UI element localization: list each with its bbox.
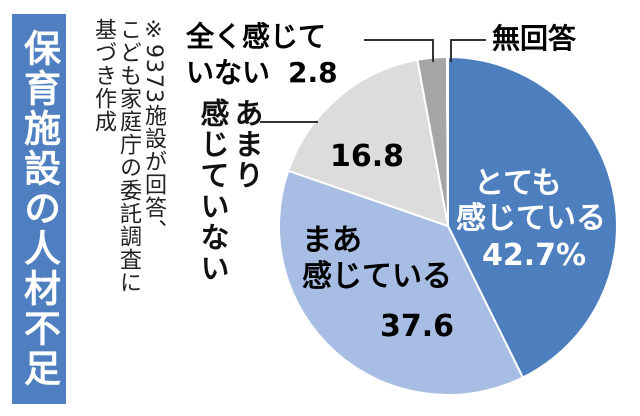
value-totemo: 42.7% bbox=[482, 238, 586, 273]
value-maa: 37.6 bbox=[380, 309, 454, 344]
value-mattaku: 2.8 bbox=[288, 56, 338, 89]
label-mattaku-line1: 全く感じて bbox=[185, 20, 326, 53]
slice-mukaito bbox=[445, 55, 449, 227]
label-amari-line1: あまり bbox=[230, 98, 264, 191]
label-mattaku-line2: いない bbox=[186, 56, 270, 89]
source-note-line-2: こども家庭庁の委託調査に bbox=[116, 18, 141, 294]
source-note-line-3: 基づき作成 bbox=[91, 18, 116, 133]
label-maa-line1: まあ bbox=[302, 223, 362, 258]
slice-maa bbox=[278, 169, 525, 396]
chart-title: 保育施設の人材不足 bbox=[17, 29, 61, 389]
value-amari: 16.8 bbox=[330, 139, 404, 174]
label-totemo-line2: 感じている bbox=[456, 201, 606, 236]
label-maa-line2: 感じている bbox=[302, 259, 452, 294]
slice-totemo bbox=[447, 55, 618, 379]
chart-title-box: 保育施設の人材不足 bbox=[12, 14, 66, 404]
source-note-line-1: ※9373施設が回答、 bbox=[141, 18, 166, 242]
label-totemo-line1: とても bbox=[474, 166, 562, 201]
label-mukaito: 無回答 bbox=[492, 22, 577, 55]
slice-amari bbox=[287, 58, 450, 228]
leader-line-mattaku bbox=[364, 39, 434, 62]
leader-line-mukaito bbox=[450, 39, 486, 62]
pie-slices bbox=[278, 55, 618, 396]
label-amari-line2: 感じていない bbox=[196, 98, 230, 284]
